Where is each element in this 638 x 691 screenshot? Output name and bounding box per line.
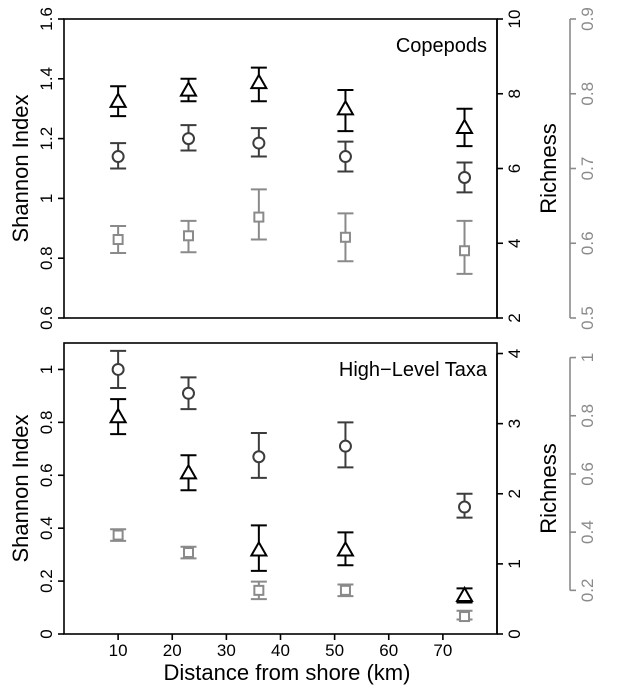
x-tick-label: 30 — [217, 641, 236, 660]
data-point-square — [253, 211, 265, 223]
x-axis-title: Distance from shore (km) — [164, 660, 411, 685]
y-tick-label: 1 — [37, 194, 56, 203]
plot-frame — [63, 18, 498, 319]
x-tick-label: 60 — [379, 641, 398, 660]
y-tick-label: 0.4 — [37, 516, 56, 540]
evenness-tick-label: 0.6 — [578, 231, 597, 255]
data-point-triangle — [336, 540, 355, 557]
evenness-tick-label: 1 — [578, 353, 597, 362]
richness-tick-label: 6 — [505, 164, 524, 173]
series-square — [110, 528, 473, 623]
evenness-tick-label: 0.6 — [578, 462, 597, 486]
y-tick-label: 0.6 — [37, 463, 56, 487]
series-triangle — [108, 398, 474, 604]
richness-tick-label: 1 — [505, 559, 524, 568]
y-tick-label: 1.4 — [37, 67, 56, 91]
richness-tick-label: 2 — [505, 489, 524, 498]
data-point-square — [182, 547, 194, 559]
evenness-tick-label: 0.8 — [578, 82, 597, 106]
data-point-square — [112, 234, 124, 246]
y-tick-label: 0.6 — [37, 306, 56, 330]
y-tick-label: 0.8 — [37, 246, 56, 270]
y-tick-label: 0.8 — [37, 411, 56, 435]
richness-tick-label: 0 — [505, 629, 524, 638]
data-point-triangle — [179, 463, 198, 480]
y-axis-title: Shannon Index — [8, 94, 33, 242]
panel-title: High−Level Taxa — [339, 359, 488, 381]
data-point-circle — [181, 132, 195, 146]
series-circle — [110, 349, 473, 519]
y-tick-label: 1 — [37, 365, 56, 374]
data-point-circle — [458, 170, 472, 184]
evenness-tick-label: 0.4 — [578, 520, 597, 544]
data-point-triangle — [179, 80, 198, 97]
series-triangle — [108, 66, 474, 148]
evenness-tick-label: 0.9 — [578, 7, 597, 31]
plot-frame — [63, 342, 498, 635]
y-tick-label: 1.2 — [37, 127, 56, 151]
panel-title: Copepods — [396, 35, 487, 57]
x-tick-label: 20 — [163, 641, 182, 660]
data-point-square — [339, 231, 351, 243]
richness-axis-title: Richness — [536, 443, 561, 533]
richness-axis-title: Richness — [536, 123, 561, 213]
data-point-square — [253, 584, 265, 596]
data-point-triangle — [249, 540, 269, 557]
richness-tick-label: 10 — [505, 10, 524, 29]
evenness-tick-label: 0.8 — [578, 404, 597, 428]
panel-2: 0 0.2 0.4 0.6 0.8 1 Shannon Index 0 1 2 3 4 Richness… — [8, 342, 597, 660]
data-point-circle — [458, 500, 472, 514]
data-point-circle — [338, 150, 352, 164]
richness-tick-label: 4 — [505, 239, 524, 248]
richness-tick-label: 2 — [505, 313, 524, 322]
richness-tick-label: 4 — [505, 349, 524, 358]
x-tick-label: 10 — [109, 641, 128, 660]
data-point-square — [339, 584, 351, 596]
data-point-square — [459, 245, 471, 257]
y-axis-title: Shannon Index — [8, 414, 33, 562]
data-point-square — [112, 529, 124, 541]
data-point-circle — [111, 362, 125, 376]
x-tick-label: 70 — [433, 641, 452, 660]
data-point-square — [459, 611, 471, 623]
data-point-triangle — [455, 117, 474, 135]
evenness-tick-label: 0.7 — [578, 157, 597, 181]
data-point-circle — [181, 386, 195, 400]
data-point-triangle — [455, 585, 474, 603]
data-point-triangle — [108, 407, 128, 424]
x-tick-label: 40 — [271, 641, 290, 660]
y-tick-label: 0 — [37, 629, 56, 638]
data-point-triangle — [336, 99, 355, 116]
series-circle — [110, 124, 473, 194]
panel-1: 0.6 0.8 1 1.2 1.4 1.6 Shannon Index 2 4 6 8 10 Richn… — [8, 7, 597, 330]
data-point-square — [182, 230, 194, 242]
evenness-tick-label: 0.5 — [578, 306, 597, 330]
data-point-triangle — [108, 91, 128, 108]
data-point-circle — [252, 136, 266, 150]
richness-tick-label: 8 — [505, 89, 524, 98]
data-point-circle — [252, 450, 266, 464]
data-point-triangle — [249, 73, 269, 90]
y-tick-label: 1.6 — [37, 7, 56, 31]
data-point-circle — [111, 150, 125, 164]
data-point-circle — [338, 439, 352, 453]
y-tick-label: 0.2 — [37, 569, 56, 593]
series-square — [110, 188, 473, 275]
evenness-tick-label: 0.2 — [578, 579, 597, 603]
x-tick-label: 50 — [325, 641, 344, 660]
richness-tick-label: 3 — [505, 419, 524, 428]
